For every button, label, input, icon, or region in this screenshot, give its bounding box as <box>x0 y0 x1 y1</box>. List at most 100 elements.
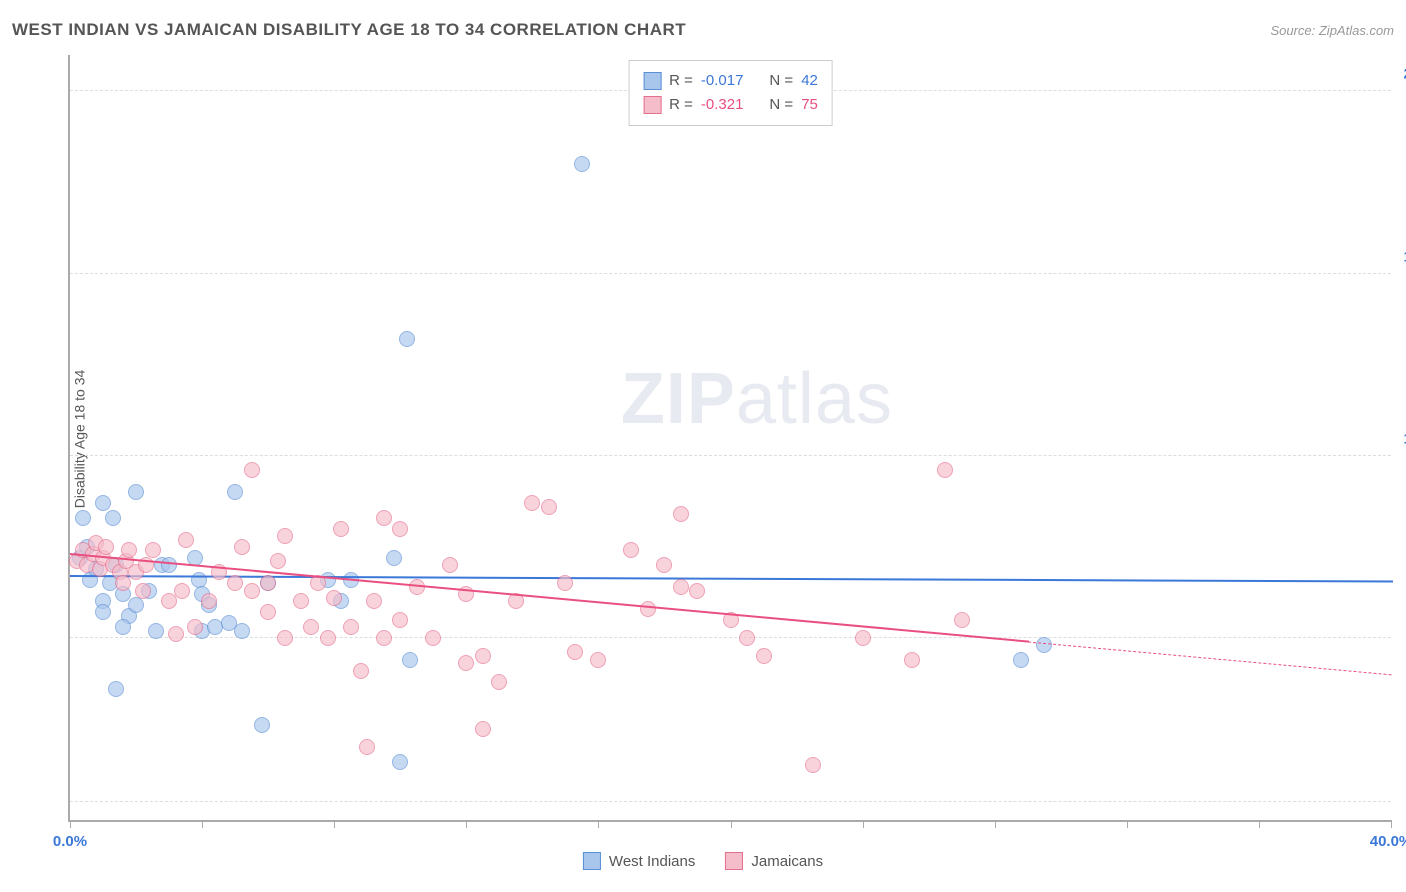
x-tick <box>731 820 732 828</box>
data-point <box>557 575 573 591</box>
legend-label: West Indians <box>609 853 695 870</box>
data-point <box>805 757 821 773</box>
x-tick-label: 40.0% <box>1370 833 1406 850</box>
data-point <box>227 575 243 591</box>
data-point <box>105 510 121 526</box>
data-point <box>270 553 286 569</box>
data-point <box>326 590 342 606</box>
x-tick <box>995 820 996 828</box>
data-point <box>135 583 151 599</box>
gridline <box>70 273 1391 274</box>
data-point <box>904 652 920 668</box>
legend-item: West Indians <box>583 852 695 870</box>
x-tick <box>202 820 203 828</box>
x-tick <box>334 820 335 828</box>
gridline <box>70 801 1391 802</box>
data-point <box>244 462 260 478</box>
legend-swatch <box>725 852 743 870</box>
data-point <box>75 510 91 526</box>
data-point <box>524 495 540 511</box>
chart-area: Disability Age 18 to 34 ZIPatlas R =-0.0… <box>50 55 1391 822</box>
legend-label: Jamaicans <box>751 853 823 870</box>
data-point <box>95 604 111 620</box>
data-point <box>244 583 260 599</box>
n-value: 42 <box>801 69 818 93</box>
data-point <box>491 674 507 690</box>
data-point <box>187 619 203 635</box>
data-point <box>333 521 349 537</box>
data-point <box>359 739 375 755</box>
data-point <box>590 652 606 668</box>
legend-row: R =-0.017N =42 <box>643 69 818 93</box>
data-point <box>293 593 309 609</box>
data-point <box>128 484 144 500</box>
x-tick <box>1391 820 1392 828</box>
r-value: -0.017 <box>701 69 744 93</box>
data-point <box>1013 652 1029 668</box>
r-value: -0.321 <box>701 93 744 117</box>
watermark: ZIPatlas <box>621 358 893 440</box>
data-point <box>392 612 408 628</box>
data-point <box>673 506 689 522</box>
data-point <box>673 579 689 595</box>
legend-swatch <box>643 96 661 114</box>
data-point <box>227 484 243 500</box>
data-point <box>234 623 250 639</box>
chart-title: WEST INDIAN VS JAMAICAN DISABILITY AGE 1… <box>12 20 686 40</box>
correlation-legend: R =-0.017N =42R =-0.321N =75 <box>628 60 833 126</box>
data-point <box>541 499 557 515</box>
data-point <box>343 619 359 635</box>
series-legend: West Indians Jamaicans <box>583 852 823 870</box>
data-point <box>392 521 408 537</box>
data-point <box>191 572 207 588</box>
x-tick <box>70 820 71 828</box>
x-tick <box>466 820 467 828</box>
data-point <box>1036 637 1052 653</box>
data-point <box>640 601 656 617</box>
gridline <box>70 455 1391 456</box>
data-point <box>168 626 184 642</box>
legend-item: Jamaicans <box>725 852 823 870</box>
data-point <box>475 721 491 737</box>
r-label: R = <box>669 69 693 93</box>
x-tick <box>1127 820 1128 828</box>
data-point <box>260 575 276 591</box>
data-point <box>386 550 402 566</box>
data-point <box>174 583 190 599</box>
trend-line-dash <box>1028 641 1392 675</box>
data-point <box>161 593 177 609</box>
n-label: N = <box>769 93 793 117</box>
data-point <box>366 593 382 609</box>
data-point <box>260 604 276 620</box>
data-point <box>376 630 392 646</box>
data-point <box>108 681 124 697</box>
data-point <box>376 510 392 526</box>
data-point <box>320 630 336 646</box>
data-point <box>98 539 114 555</box>
data-point <box>353 663 369 679</box>
data-point <box>574 156 590 172</box>
data-point <box>954 612 970 628</box>
data-point <box>425 630 441 646</box>
legend-row: R =-0.321N =75 <box>643 93 818 117</box>
data-point <box>161 557 177 573</box>
data-point <box>234 539 250 555</box>
data-point <box>756 648 772 664</box>
legend-swatch <box>583 852 601 870</box>
x-tick <box>1259 820 1260 828</box>
r-label: R = <box>669 93 693 117</box>
data-point <box>442 557 458 573</box>
data-point <box>739 630 755 646</box>
data-point <box>121 542 137 558</box>
data-point <box>656 557 672 573</box>
data-point <box>115 619 131 635</box>
data-point <box>567 644 583 660</box>
data-point <box>201 593 217 609</box>
data-point <box>303 619 319 635</box>
data-point <box>145 542 161 558</box>
data-point <box>148 623 164 639</box>
data-point <box>277 528 293 544</box>
gridline <box>70 637 1391 638</box>
data-point <box>623 542 639 558</box>
x-tick <box>863 820 864 828</box>
